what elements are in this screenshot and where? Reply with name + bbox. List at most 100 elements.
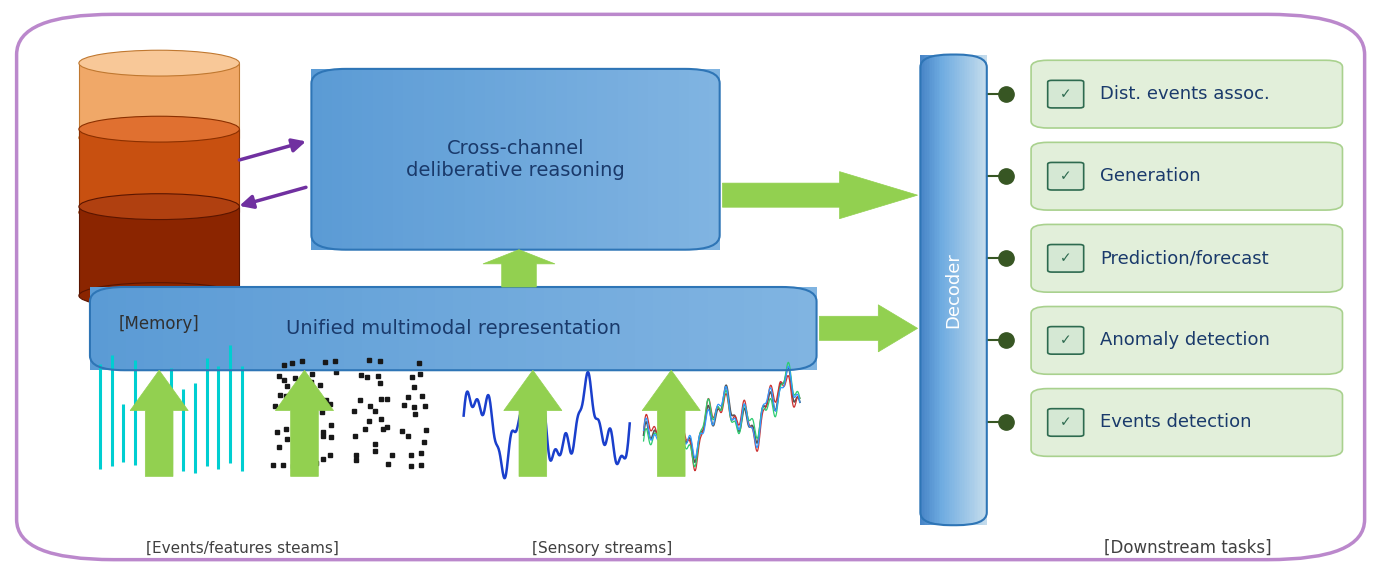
Text: ✓: ✓ [1060, 416, 1071, 429]
Text: Dist. events assoc.: Dist. events assoc. [1100, 85, 1271, 103]
Polygon shape [617, 69, 628, 250]
Polygon shape [108, 287, 126, 370]
Polygon shape [235, 287, 253, 370]
FancyBboxPatch shape [1048, 327, 1084, 354]
Polygon shape [936, 55, 937, 525]
Polygon shape [668, 69, 678, 250]
Text: Events detection: Events detection [1100, 413, 1251, 432]
Polygon shape [472, 287, 490, 370]
Polygon shape [960, 55, 962, 525]
Text: Unified multimodal representation: Unified multimodal representation [285, 319, 621, 338]
Polygon shape [271, 287, 289, 370]
Polygon shape [930, 55, 931, 525]
Polygon shape [922, 55, 923, 525]
Polygon shape [962, 55, 963, 525]
Polygon shape [722, 172, 918, 219]
Text: Decoder: Decoder [944, 252, 963, 328]
Polygon shape [465, 69, 475, 250]
Polygon shape [944, 55, 945, 525]
Polygon shape [490, 287, 508, 370]
Polygon shape [363, 69, 372, 250]
Polygon shape [79, 129, 239, 212]
Polygon shape [163, 287, 181, 370]
Polygon shape [90, 287, 108, 370]
FancyBboxPatch shape [1048, 80, 1084, 108]
Polygon shape [969, 55, 970, 525]
Polygon shape [275, 370, 334, 476]
Polygon shape [130, 370, 188, 476]
Polygon shape [972, 55, 973, 525]
Polygon shape [414, 69, 424, 250]
Polygon shape [954, 55, 955, 525]
FancyBboxPatch shape [1031, 389, 1342, 456]
Polygon shape [417, 287, 435, 370]
Polygon shape [505, 69, 515, 250]
Polygon shape [956, 55, 959, 525]
Polygon shape [332, 69, 342, 250]
Polygon shape [984, 55, 985, 525]
Polygon shape [484, 69, 495, 250]
Text: Generation: Generation [1100, 167, 1201, 185]
Polygon shape [598, 69, 608, 250]
Polygon shape [352, 69, 363, 250]
Polygon shape [947, 55, 948, 525]
Ellipse shape [79, 199, 239, 226]
Polygon shape [955, 55, 956, 525]
Polygon shape [653, 287, 671, 370]
Polygon shape [309, 287, 327, 370]
Polygon shape [710, 69, 720, 250]
Polygon shape [642, 370, 700, 476]
Polygon shape [556, 69, 566, 250]
FancyBboxPatch shape [1048, 409, 1084, 436]
Polygon shape [931, 55, 934, 525]
Ellipse shape [79, 125, 239, 151]
Polygon shape [943, 55, 944, 525]
Polygon shape [253, 287, 271, 370]
Polygon shape [689, 287, 707, 370]
Polygon shape [948, 55, 951, 525]
Polygon shape [363, 287, 381, 370]
Polygon shape [199, 287, 217, 370]
Polygon shape [799, 287, 817, 370]
Polygon shape [399, 287, 417, 370]
Polygon shape [217, 287, 235, 370]
Polygon shape [635, 287, 653, 370]
Polygon shape [940, 55, 943, 525]
Text: ✓: ✓ [1060, 169, 1071, 183]
Polygon shape [638, 69, 648, 250]
Polygon shape [671, 287, 689, 370]
Polygon shape [311, 69, 321, 250]
Polygon shape [577, 69, 587, 250]
Polygon shape [965, 55, 967, 525]
Polygon shape [938, 55, 940, 525]
Polygon shape [970, 55, 972, 525]
Text: ✓: ✓ [1060, 251, 1071, 265]
FancyBboxPatch shape [1048, 162, 1084, 190]
Polygon shape [342, 69, 352, 250]
Polygon shape [453, 287, 472, 370]
Polygon shape [508, 287, 526, 370]
Polygon shape [763, 287, 781, 370]
Polygon shape [126, 287, 144, 370]
Polygon shape [967, 55, 969, 525]
Polygon shape [920, 55, 922, 525]
Ellipse shape [79, 193, 239, 220]
Polygon shape [978, 55, 980, 525]
Polygon shape [79, 63, 239, 138]
Text: Cross-channel
deliberative reasoning: Cross-channel deliberative reasoning [406, 139, 626, 180]
FancyBboxPatch shape [1031, 224, 1342, 292]
Polygon shape [435, 69, 444, 250]
Polygon shape [617, 287, 635, 370]
Polygon shape [495, 69, 505, 250]
Polygon shape [699, 69, 710, 250]
FancyBboxPatch shape [1031, 142, 1342, 210]
Polygon shape [934, 55, 936, 525]
Polygon shape [444, 69, 454, 250]
Polygon shape [608, 69, 617, 250]
Text: [Downstream tasks]: [Downstream tasks] [1103, 539, 1272, 557]
Polygon shape [923, 55, 926, 525]
Polygon shape [977, 55, 978, 525]
FancyBboxPatch shape [1048, 245, 1084, 272]
Polygon shape [435, 287, 453, 370]
Ellipse shape [79, 282, 239, 309]
